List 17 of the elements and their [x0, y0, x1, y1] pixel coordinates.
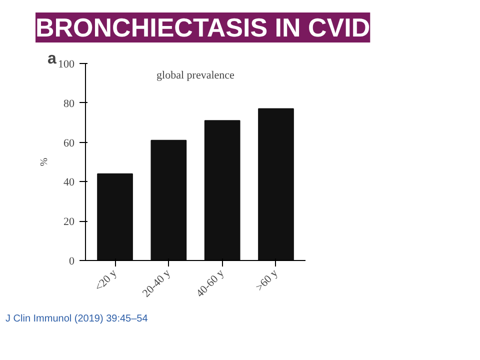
text: J Clin Immunol (2019) 39:45–54: [6, 314, 148, 324]
x-tick-label: <20 y: [92, 266, 120, 294]
y-tick-label: 60: [64, 137, 75, 150]
y-axis-title: %: [39, 158, 50, 166]
y-tick-label: 20: [64, 216, 75, 228]
chart-title: BRONCHIECTASIS IN CVID: [36, 12, 370, 42]
text: global prevalence: [156, 69, 235, 82]
x-tick-label: >60 y: [254, 266, 281, 294]
y-tick-label: 80: [64, 98, 75, 110]
y-tick-label: 40: [64, 176, 75, 189]
bar: [258, 108, 294, 260]
bar: [150, 140, 187, 260]
bar: [204, 120, 240, 260]
y-tick-label: 100: [58, 58, 75, 70]
y-tick-label: 0: [69, 256, 75, 268]
text: a: [48, 50, 56, 68]
bar: [97, 173, 133, 260]
